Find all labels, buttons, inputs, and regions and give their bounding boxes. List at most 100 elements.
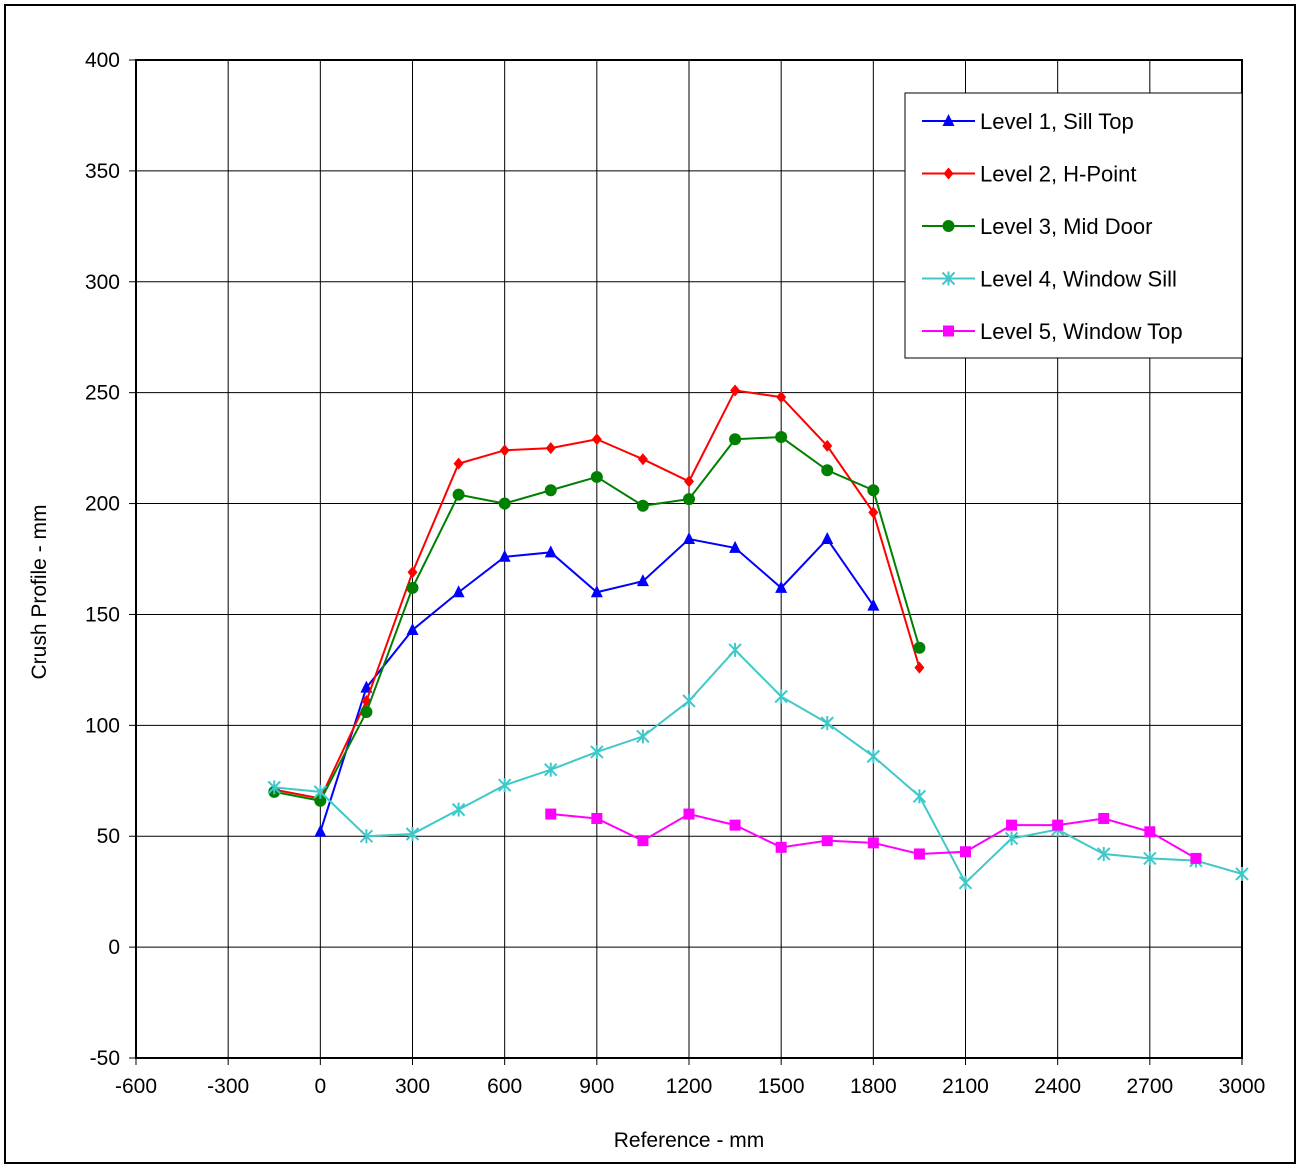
data-point (821, 532, 834, 545)
data-point (498, 549, 511, 562)
data-point (637, 453, 648, 466)
legend-label: Level 1, Sill Top (980, 109, 1134, 134)
x-axis-label: Reference - mm (614, 1129, 765, 1152)
data-point (684, 475, 694, 488)
y-tick-label: 100 (85, 714, 120, 737)
data-point (1097, 846, 1111, 861)
data-point (914, 661, 925, 674)
data-point (1052, 819, 1064, 831)
x-tick-label: -600 (115, 1075, 157, 1098)
legend-marker (942, 220, 955, 232)
y-axis-label: Crush Profile - mm (28, 504, 51, 679)
data-point (867, 598, 880, 611)
data-point (912, 789, 927, 804)
x-tick-label: 1800 (850, 1075, 897, 1098)
legend-label: Level 5, Window Top (980, 319, 1183, 344)
data-point (498, 497, 511, 510)
data-point (360, 706, 373, 719)
series-4 (267, 642, 1249, 890)
data-point (636, 729, 650, 744)
legend-label: Level 2, H-Point (980, 162, 1137, 187)
data-point (405, 827, 420, 842)
y-tick-label: 350 (85, 160, 120, 183)
y-tick-label: 200 (85, 493, 120, 516)
data-point (313, 784, 328, 799)
data-point (728, 642, 742, 657)
y-tick-label: 250 (85, 382, 120, 405)
data-point (682, 693, 696, 708)
data-point (821, 835, 833, 847)
data-point (637, 835, 649, 847)
y-tick-label: 0 (108, 936, 120, 959)
data-point (1098, 812, 1110, 824)
y-tick-label: 300 (85, 271, 120, 294)
data-point (451, 802, 466, 817)
data-point (821, 464, 834, 477)
data-point (776, 391, 787, 404)
x-tick-label: -300 (207, 1075, 249, 1098)
data-point (314, 824, 327, 837)
data-point (407, 566, 418, 579)
series-5 (545, 808, 1202, 864)
data-point (775, 431, 788, 444)
data-point (683, 808, 695, 820)
data-point (775, 841, 787, 853)
axis-tick-labels: -600 -300 0 300 600 900 1200 1500 1800 2100 2400 27… (85, 49, 1265, 1098)
data-point (913, 848, 925, 860)
data-point (590, 585, 603, 598)
data-point (359, 829, 374, 844)
data-point (866, 749, 881, 764)
data-point (452, 488, 465, 501)
x-tick-label: 2400 (1034, 1075, 1081, 1098)
y-tick-label: 150 (85, 603, 120, 626)
x-tick-label: 2700 (1126, 1075, 1173, 1098)
data-point (1144, 826, 1156, 838)
legend-marker (943, 167, 954, 180)
data-point (591, 812, 603, 824)
data-point (1006, 819, 1018, 831)
data-point (590, 470, 603, 483)
legend-marker (943, 325, 954, 337)
x-tick-label: 3000 (1219, 1075, 1266, 1098)
x-tick-label: 1200 (666, 1075, 713, 1098)
data-point (683, 532, 695, 545)
data-point (544, 484, 557, 497)
legend-marker (942, 114, 955, 126)
data-point (775, 580, 788, 593)
data-point (958, 875, 973, 890)
data-point (544, 545, 557, 558)
data-point (406, 581, 419, 594)
series-3 (268, 431, 926, 807)
data-point (729, 540, 742, 553)
x-tick-label: 0 (314, 1075, 326, 1098)
data-point (267, 780, 281, 795)
data-point (497, 778, 512, 793)
data-point (1235, 866, 1249, 881)
data-point (913, 641, 926, 654)
data-point (590, 744, 604, 759)
data-point (545, 808, 557, 820)
y-tick-label: 50 (97, 825, 120, 848)
data-point (499, 444, 510, 457)
data-point (867, 837, 879, 849)
y-tick-label: 400 (85, 49, 120, 72)
data-point (868, 506, 879, 519)
data-point (636, 574, 649, 587)
data-point (1143, 851, 1157, 866)
data-point (774, 689, 788, 704)
legend-label: Level 3, Mid Door (980, 214, 1152, 239)
data-point (452, 585, 465, 598)
data-point (636, 499, 649, 512)
x-tick-label: 300 (395, 1075, 430, 1098)
x-tick-label: 2100 (942, 1075, 989, 1098)
y-tick-label: -50 (90, 1047, 120, 1070)
data-point (822, 439, 833, 452)
x-tick-label: 1500 (758, 1075, 805, 1098)
data-point (453, 457, 464, 470)
legend: Level 1, Sill Top Level 2, H-Point Level 3… (904, 92, 1243, 359)
x-tick-label: 900 (579, 1075, 614, 1098)
data-point (406, 622, 419, 635)
data-point (730, 384, 741, 397)
data-point (820, 716, 834, 731)
data-point (729, 433, 742, 446)
